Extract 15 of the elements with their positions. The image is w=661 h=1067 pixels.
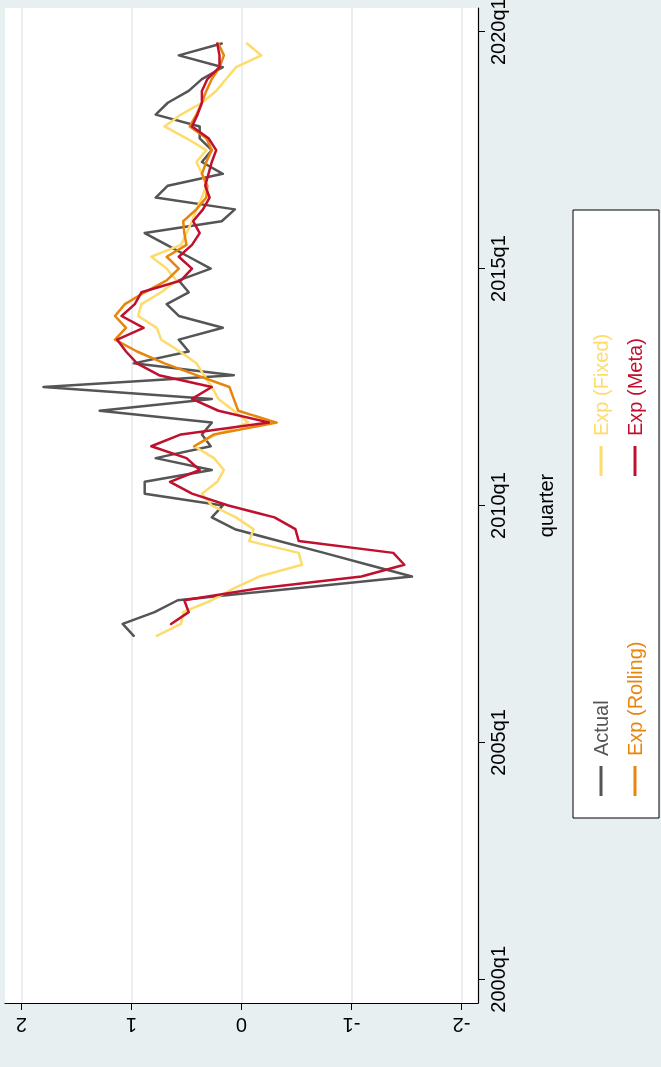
y-tick-label: 2010q1 — [487, 472, 509, 539]
x-tick-label: 0 — [235, 1014, 248, 1036]
x-tick-label: -2 — [452, 1014, 471, 1036]
text: Exp (Fixed) — [590, 333, 612, 436]
y-tick-label: 2000q1 — [487, 945, 509, 1013]
y-tick-label: 2005q1 — [487, 709, 509, 776]
x-tick-label: 2 — [15, 1014, 28, 1036]
text: Exp (Meta) — [624, 338, 646, 436]
text: Actual — [590, 700, 612, 756]
x-tick-label: 1 — [125, 1014, 138, 1036]
y-tick-label: 2020q1 — [487, 0, 509, 66]
text: Exp (Rolling) — [624, 641, 646, 756]
y-axis-title: quarter — [535, 473, 557, 538]
y-tick-label: 2015q1 — [487, 235, 509, 302]
x-tick-label: -1 — [342, 1014, 361, 1036]
